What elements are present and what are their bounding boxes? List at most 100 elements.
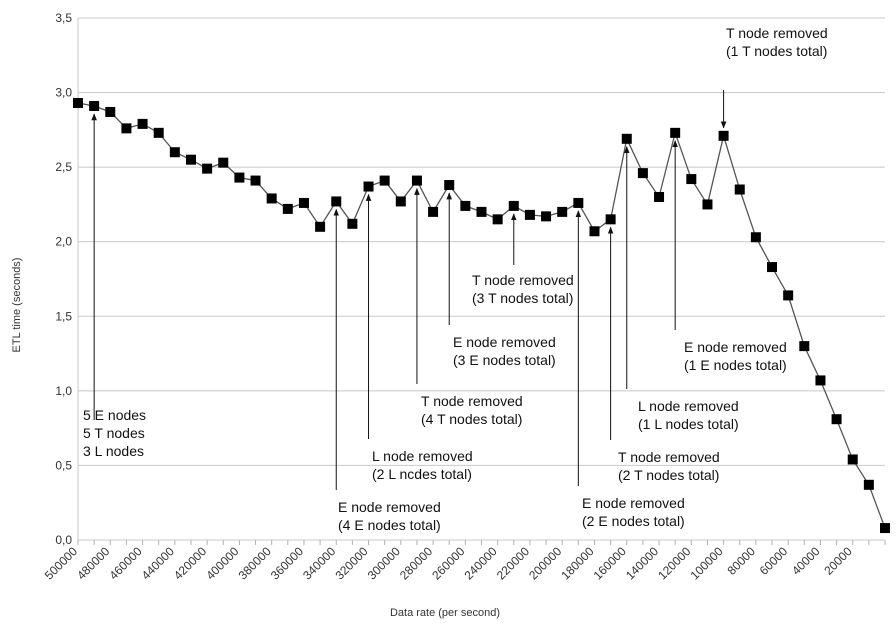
y-tick-label: 0,5: [55, 458, 72, 472]
annotation: T node removed (3 T nodes total): [472, 213, 574, 306]
x-tick-label: 420000: [171, 544, 209, 582]
annotation: E node removed (2 E nodes total): [575, 210, 685, 529]
data-point: [379, 175, 390, 186]
data-point: [573, 197, 584, 208]
x-tick-label: 360000: [268, 544, 306, 582]
annotation-text: (2 L ncdes total): [372, 466, 472, 482]
annotations: 5 E nodes 5 T nodes 3 L nodes E node remove…: [83, 25, 828, 533]
annotation-text: 3 L nodes: [83, 443, 144, 459]
annotation-text: L node removed: [638, 398, 739, 414]
x-tick-label: 220000: [494, 544, 532, 582]
y-tick-label: 1,0: [55, 384, 72, 398]
data-point: [654, 191, 665, 202]
y-tick-label: 3,5: [55, 11, 72, 25]
data-point: [89, 100, 100, 111]
x-tick-label: 80000: [725, 544, 759, 578]
annotation-text: (3 T nodes total): [472, 290, 573, 306]
data-point: [476, 206, 487, 217]
data-point: [589, 226, 600, 237]
data-point: [347, 218, 358, 229]
data-point: [541, 211, 552, 222]
data-point: [169, 147, 180, 158]
annotation-text: (2 E nodes total): [582, 513, 685, 529]
annotation: T node removed (1 T nodes total): [720, 25, 828, 129]
y-tick-label: 1,5: [55, 309, 72, 323]
data-point: [847, 454, 858, 465]
data-point: [718, 130, 729, 141]
annotation: E node removed (4 E nodes total): [333, 208, 441, 533]
data-point: [605, 214, 616, 225]
data-point: [492, 214, 503, 225]
x-tick-labels: 5000004800004600004400004200004000003800…: [42, 540, 886, 582]
annotation-text: T node removed: [618, 449, 720, 465]
data-point: [734, 184, 745, 195]
annotation: L node removed (2 L ncdes total): [365, 193, 473, 482]
data-point: [460, 200, 471, 211]
x-tick-label: 440000: [139, 544, 177, 582]
annotation-text: L node removed: [372, 448, 473, 464]
y-axis-label: ETL time (seconds): [11, 258, 23, 353]
x-tick-label: 120000: [655, 544, 693, 582]
data-point: [428, 206, 439, 217]
data-point: [411, 175, 422, 186]
annotation-text: (4 T nodes total): [421, 411, 522, 427]
y-tick-label: 2,0: [55, 235, 72, 249]
data-point: [185, 154, 196, 165]
annotation-text: T node removed: [726, 25, 828, 41]
x-tick-label: 460000: [106, 544, 144, 582]
data-point: [783, 290, 794, 301]
x-tick-label: 180000: [558, 544, 596, 582]
x-tick-label: 340000: [300, 544, 338, 582]
data-point: [686, 174, 697, 185]
data-point: [767, 262, 778, 273]
data-point: [266, 193, 277, 204]
x-tick-label: 40000: [789, 544, 823, 578]
annotation-text: T node removed: [472, 272, 574, 288]
data-point: [105, 106, 116, 117]
data-point: [799, 341, 810, 352]
x-tick-label: 300000: [365, 544, 403, 582]
data-point: [750, 232, 761, 243]
data-point: [137, 118, 148, 129]
x-tick-label: 100000: [688, 544, 726, 582]
annotation: T node removed (4 T nodes total): [414, 187, 523, 427]
x-tick-label: 400000: [203, 544, 241, 582]
annotation-text: E node removed: [338, 499, 441, 515]
annotation-text: 5 T nodes: [83, 425, 145, 441]
data-point: [508, 200, 519, 211]
x-tick-label: 140000: [623, 544, 661, 582]
annotation-text: E node removed: [684, 339, 787, 355]
data-point: [524, 209, 535, 220]
x-tick-label: 240000: [462, 544, 500, 582]
annotation: E node removed (3 E nodes total): [446, 192, 556, 368]
annotation: 5 E nodes 5 T nodes 3 L nodes: [83, 113, 146, 459]
x-tick-label: 200000: [526, 544, 564, 582]
y-tick-labels: 0,0 0,5 1,0 1,5 2,0 2,5 3,0 3,5: [55, 11, 72, 547]
x-tick-label: 160000: [591, 544, 629, 582]
x-tick-label: 500000: [42, 544, 80, 582]
annotation-text: (1 T nodes total): [726, 43, 827, 59]
data-point: [73, 98, 83, 109]
data-point: [298, 197, 309, 208]
data-point: [202, 163, 213, 174]
x-tick-label: 20000: [821, 544, 855, 578]
annotation-text: (1 E nodes total): [684, 357, 787, 373]
annotation-text: (2 T nodes total): [618, 467, 719, 483]
x-tick-label: 380000: [236, 544, 274, 582]
data-point: [234, 172, 245, 183]
annotation: E node removed (1 E nodes total): [672, 140, 787, 373]
data-point: [153, 127, 164, 138]
y-tick-label: 2,5: [55, 160, 72, 174]
x-tick-label: 260000: [429, 544, 467, 582]
x-tick-label: 60000: [757, 544, 791, 578]
data-point: [363, 181, 374, 192]
data-point: [331, 196, 342, 207]
annotation-text: E node removed: [582, 495, 685, 511]
annotation-text: (3 E nodes total): [453, 352, 556, 368]
y-tick-label: 0,0: [55, 533, 72, 547]
data-point: [250, 175, 261, 186]
data-point: [282, 203, 293, 214]
annotation-text: (4 E nodes total): [338, 517, 441, 533]
data-point: [218, 157, 229, 168]
